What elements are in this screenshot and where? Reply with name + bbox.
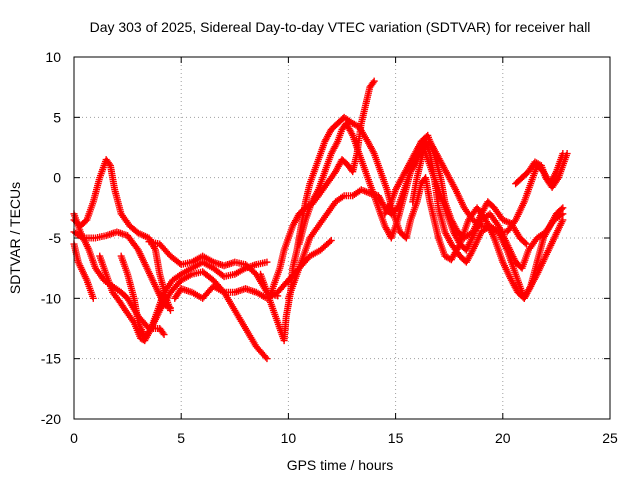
y-tick-label: 0 bbox=[53, 170, 61, 186]
x-tick-label: 10 bbox=[281, 430, 297, 446]
x-tick-label: 15 bbox=[388, 430, 404, 446]
data-point bbox=[521, 239, 529, 247]
series-track-13 bbox=[381, 131, 530, 248]
data-point bbox=[160, 331, 168, 339]
data-point bbox=[327, 236, 335, 244]
data-point bbox=[263, 355, 271, 363]
series-track-10 bbox=[267, 77, 378, 296]
data-point bbox=[105, 160, 113, 168]
data-point bbox=[553, 175, 561, 183]
plot-frame bbox=[73, 56, 611, 420]
chart-title: Day 303 of 2025, Sidereal Day-to-day VTE… bbox=[90, 19, 591, 35]
series-track-14 bbox=[409, 137, 567, 302]
data-point bbox=[165, 303, 173, 311]
series-track-4 bbox=[70, 240, 97, 302]
y-tick-label: -10 bbox=[41, 290, 61, 306]
data-point bbox=[559, 204, 567, 212]
data-series bbox=[70, 77, 571, 363]
y-axis-label: SDTVAR / TECUs bbox=[7, 182, 23, 294]
data-point bbox=[166, 304, 174, 312]
y-tick-label: 5 bbox=[53, 109, 61, 125]
data-point bbox=[262, 353, 270, 361]
x-tick-label: 20 bbox=[495, 430, 511, 446]
data-point bbox=[522, 240, 530, 248]
y-tick-label: 10 bbox=[45, 49, 61, 65]
data-point bbox=[263, 258, 271, 266]
data-point bbox=[159, 329, 167, 337]
x-tick-label: 0 bbox=[70, 430, 78, 446]
data-point bbox=[559, 216, 567, 224]
data-point bbox=[563, 150, 571, 158]
data-point bbox=[559, 210, 567, 218]
x-tick-label: 5 bbox=[177, 430, 185, 446]
axis-ticks: 0 5 10 15 20 25 -20 -15 -10 -5 0 5 10 bbox=[41, 49, 618, 446]
data-point bbox=[558, 205, 566, 213]
y-tick-label: -15 bbox=[41, 351, 61, 367]
data-point bbox=[370, 77, 378, 85]
data-point bbox=[369, 79, 377, 87]
series-track-15 bbox=[512, 150, 571, 191]
y-tick-label: -20 bbox=[41, 411, 61, 427]
x-tick-label: 25 bbox=[602, 430, 618, 446]
data-point bbox=[89, 294, 97, 302]
data-point bbox=[326, 238, 334, 246]
x-axis-label: GPS time / hours bbox=[287, 457, 394, 473]
y-tick-label: -5 bbox=[49, 230, 62, 246]
grid bbox=[74, 57, 610, 419]
